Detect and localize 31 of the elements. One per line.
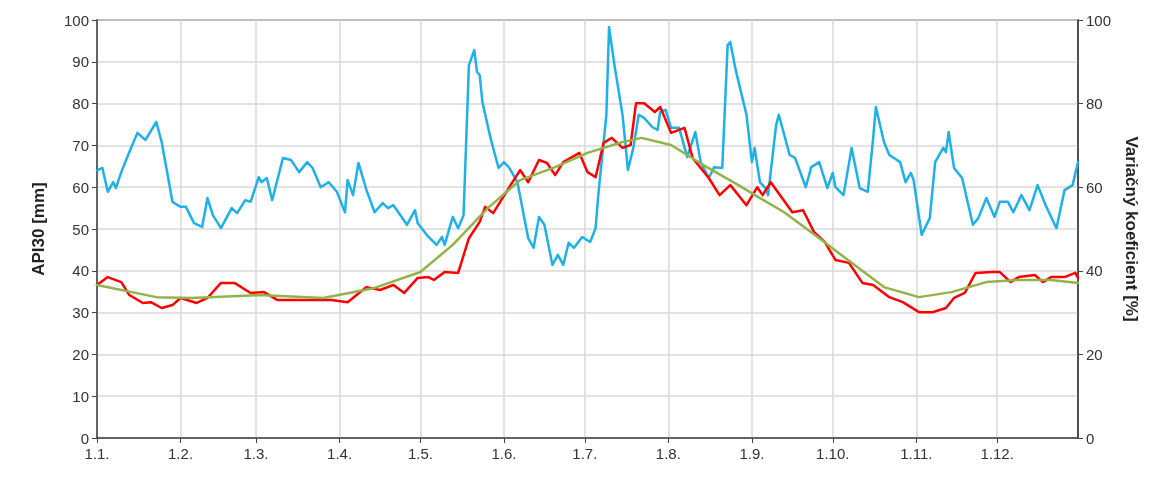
y2-tick-label: 100	[1086, 11, 1112, 29]
y2-tick-label: 60	[1086, 178, 1103, 196]
x-tick-label: 1.12.	[980, 445, 1014, 462]
y-tick-label: 100	[63, 11, 89, 29]
y-axis-title: API30 [mm]	[29, 182, 48, 276]
x-tick-label: 1.2.	[168, 445, 194, 462]
x-tick-label: 1.8.	[655, 445, 681, 462]
y2-tick-label: 80	[1086, 95, 1103, 113]
y-tick-label: 0	[80, 429, 89, 447]
y2-tick-label: 40	[1086, 262, 1103, 280]
y2-tick-label: 20	[1086, 345, 1103, 363]
x-tick-label: 1.3.	[243, 445, 269, 462]
x-tick-label: 1.11.	[900, 445, 933, 462]
y-tick-label: 40	[72, 262, 89, 280]
y-tick-label: 20	[72, 345, 89, 363]
x-tick-label: 1.10.	[816, 445, 850, 462]
x-tick-label: 1.6.	[491, 445, 517, 462]
y-tick-label: 30	[72, 304, 89, 322]
x-tick-label: 1.9.	[739, 445, 765, 462]
x-tick-label: 1.1.	[84, 445, 110, 462]
y2-axis-title: Variačný koeficient [%]	[1122, 136, 1141, 322]
x-tick-label: 1.5.	[407, 445, 433, 462]
y-tick-label: 10	[72, 387, 89, 405]
y-tick-label: 90	[72, 53, 89, 71]
y-tick-label: 50	[72, 220, 89, 238]
y2-tick-label: 0	[1086, 429, 1095, 447]
y-tick-label: 70	[72, 136, 89, 154]
x-tick-label: 1.7.	[572, 445, 598, 462]
y-tick-label: 60	[72, 178, 89, 196]
y-tick-label: 80	[72, 95, 89, 113]
x-tick-label: 1.4.	[327, 445, 353, 462]
